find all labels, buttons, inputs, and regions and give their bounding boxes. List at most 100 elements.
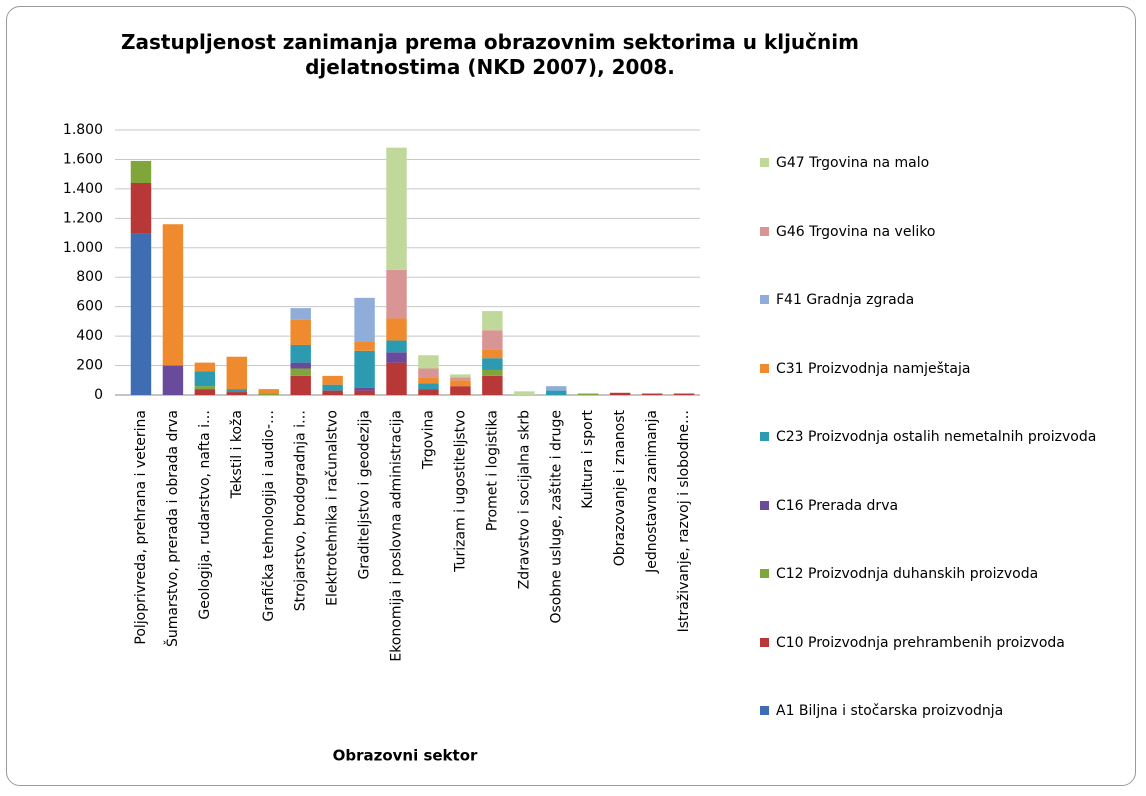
- bar-segment: [482, 349, 503, 359]
- bar-segment: [194, 389, 216, 395]
- legend-swatch: [760, 569, 769, 578]
- legend-label: C23 Proizvodnja ostalih nemetalnih proiz…: [776, 429, 1097, 445]
- bar-segment: [162, 365, 184, 395]
- bar-segment: [482, 330, 503, 350]
- x-tick-label: Zdravstvo i socijalna skrb: [516, 410, 532, 589]
- legend-label: A1 Biljna i stočarska proizvodnja: [776, 703, 1004, 719]
- bar-segment: [258, 389, 279, 394]
- legend-swatch: [760, 363, 769, 373]
- legend-swatch: [760, 432, 769, 441]
- bar-segment: [418, 368, 439, 378]
- x-tick-label: Geologija, rudarstvo, nafta i…: [197, 410, 213, 620]
- bar-segment: [609, 392, 631, 395]
- legend-item: C23 Proizvodnja ostalih nemetalnih proiz…: [760, 426, 1146, 448]
- bar-segment: [290, 375, 311, 395]
- bar-segment: [546, 386, 567, 391]
- legend-label: G46 Trgovina na veliko: [776, 223, 936, 240]
- bar-segment: [194, 386, 216, 390]
- bar-segment: [322, 390, 343, 395]
- legend-label: C16 Prerada drva: [776, 497, 899, 514]
- legend-label: C12 Proizvodnja duhanskih proizvoda: [776, 566, 1039, 582]
- legend-item: C16 Prerada drva: [760, 495, 1146, 517]
- y-tick-label: 800: [76, 269, 103, 285]
- bar-segment: [258, 393, 279, 395]
- bar-segment: [482, 375, 503, 395]
- bar-segment: [386, 362, 407, 395]
- legend-swatch: [760, 706, 769, 715]
- bar-segment: [546, 390, 567, 395]
- y-tick-label: 600: [76, 299, 103, 315]
- bar-segment: [162, 224, 184, 366]
- legend-swatch: [760, 500, 769, 510]
- x-tick-label: Trgovina: [420, 410, 436, 470]
- y-tick-label: 1.200: [63, 210, 103, 226]
- bar-segment: [418, 377, 439, 384]
- x-tick-label: Tekstil i koža: [229, 410, 245, 499]
- bar-segment: [130, 233, 152, 395]
- legend-swatch: [760, 295, 769, 304]
- bar-segment: [226, 389, 248, 393]
- bar-segment: [641, 393, 663, 395]
- bar-segment: [386, 340, 407, 353]
- y-tick-label: 1.800: [63, 122, 103, 138]
- bar-segment: [418, 383, 439, 390]
- bar-segment: [577, 393, 599, 395]
- bar-segment: [386, 352, 407, 363]
- x-tick-label: Promet i logistika: [484, 410, 500, 531]
- legend-item: C10 Proizvodnja prehrambenih proizvoda: [760, 632, 1146, 654]
- legend-item: G46 Trgovina na veliko: [760, 221, 1146, 243]
- bar-segment: [482, 358, 503, 370]
- bar-segment: [226, 356, 248, 390]
- x-tick-label: Šumarstvo, prerada i obrada drva: [163, 410, 181, 647]
- legend-label: F41 Gradnja zgrada: [776, 292, 915, 308]
- bar-segment: [482, 369, 503, 376]
- legend-swatch: [760, 226, 769, 236]
- x-tick-label: Ekonomija i poslovna administracija: [389, 410, 405, 662]
- legend-item: A1 Biljna i stočarska proizvodnja: [760, 700, 1146, 722]
- bar-segment: [354, 387, 375, 391]
- bar-segment: [450, 380, 471, 387]
- legend-swatch: [760, 158, 769, 167]
- bar-segment: [482, 311, 503, 331]
- x-tick-label: Poljoprivreda, prehrana i veterina: [133, 410, 149, 645]
- legend-label: G47 Trgovina na malo: [776, 155, 930, 171]
- bar-segment: [418, 355, 439, 369]
- y-tick-label: 400: [76, 328, 103, 344]
- bar-segment: [322, 375, 343, 385]
- legend-item: C31 Proizvodnja namještaja: [760, 358, 1146, 380]
- bar-segment: [386, 147, 407, 270]
- bar-segment: [194, 362, 216, 372]
- bar-segment: [290, 362, 311, 369]
- x-axis-title: Obrazovni sektor: [333, 747, 478, 765]
- bar-segment: [130, 183, 152, 234]
- bar-segment: [290, 344, 311, 363]
- bar-segment: [130, 160, 152, 183]
- x-tick-label: Istraživanje, razvoj i slobodne…: [676, 410, 692, 632]
- legend-swatch: [760, 637, 769, 647]
- x-tick-label: Osobne usluge, zaštite i druge: [548, 410, 564, 624]
- y-tick-label: 1.600: [63, 151, 103, 167]
- x-tick-label: Elektrotehnika i računalstvo: [325, 410, 341, 606]
- bar-segment: [418, 389, 439, 395]
- bar-segment: [514, 391, 535, 395]
- bar-segment: [354, 390, 375, 395]
- y-tick-label: 1.400: [63, 181, 103, 197]
- bar-segment: [290, 368, 311, 376]
- legend-item: C12 Proizvodnja duhanskih proizvoda: [760, 563, 1146, 585]
- x-tick-label: Jednostavna zanimanja: [644, 410, 660, 574]
- x-tick-label: Obrazovanje i znanost: [612, 410, 628, 567]
- y-tick-label: 1.000: [63, 240, 103, 256]
- bar-segment: [226, 392, 248, 395]
- bar-segment: [194, 371, 216, 387]
- chart-border: [6, 6, 1136, 786]
- chart-title: Zastupljenost zanimanja prema obrazovnim…: [121, 30, 859, 79]
- bar-segment: [322, 384, 343, 391]
- y-tick-label: 0: [94, 387, 103, 403]
- bar-segment: [290, 308, 311, 320]
- legend-item: G47 Trgovina na malo: [760, 152, 1146, 174]
- bar-segment: [673, 393, 695, 395]
- y-tick-label: 200: [76, 358, 103, 374]
- x-tick-label: Strojarstvo, brodogradnja i…: [293, 410, 309, 611]
